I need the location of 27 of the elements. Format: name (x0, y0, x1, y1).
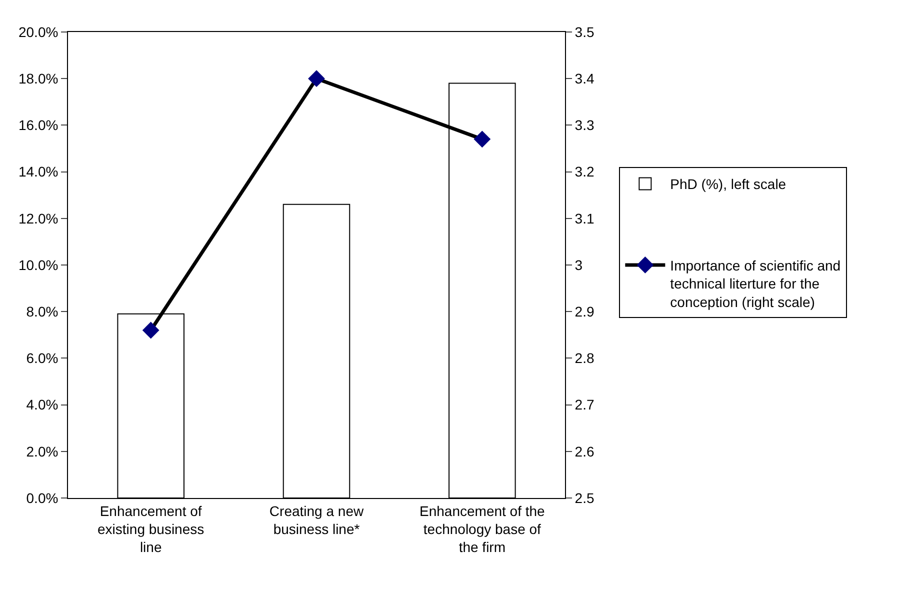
y-tick-label: 12.0% (18, 210, 58, 226)
legend-label: PhD (%), left scale (670, 176, 786, 192)
y-tick-label: 0.0% (26, 490, 58, 506)
y-tick-label: 4.0% (26, 396, 58, 413)
y-tick-label: 16.0% (18, 117, 58, 134)
y2-tick-label: 3 (574, 256, 583, 273)
y-tick-label: 10.0% (18, 256, 58, 273)
y2-tick-label: 3.1 (574, 210, 594, 226)
y2-tick-label: 3.4 (574, 70, 594, 86)
y2-tick-label: 3.5 (574, 24, 594, 40)
y2-tick-label: 2.9 (574, 304, 594, 320)
y2-tick-label: 2.5 (574, 490, 594, 506)
y-tick-label: 2.0% (26, 443, 58, 460)
y2-tick-label: 2.6 (574, 443, 594, 460)
y2-tick-label: 3.2 (574, 164, 594, 180)
y2-tick-label: 3.3 (574, 117, 594, 134)
y2-tick-label: 2.8 (574, 350, 594, 366)
x-tick-label: Enhancement of existing business line (98, 502, 204, 556)
x-tick-label: Creating a new business line* (269, 502, 364, 537)
y-tick-label: 18.0% (18, 70, 58, 86)
y-tick-label: 14.0% (18, 164, 58, 180)
x-tick-label: Enhancement of the technology base of the firm (420, 502, 546, 556)
legend-label: Importance of scientific and technical literture for the conception (right scale) (670, 257, 841, 310)
y-tick-label: 8.0% (26, 304, 58, 320)
y-tick-label: 6.0% (26, 350, 58, 366)
y2-tick-label: 2.7 (574, 396, 594, 413)
y-tick-label: 20.0% (18, 24, 58, 40)
